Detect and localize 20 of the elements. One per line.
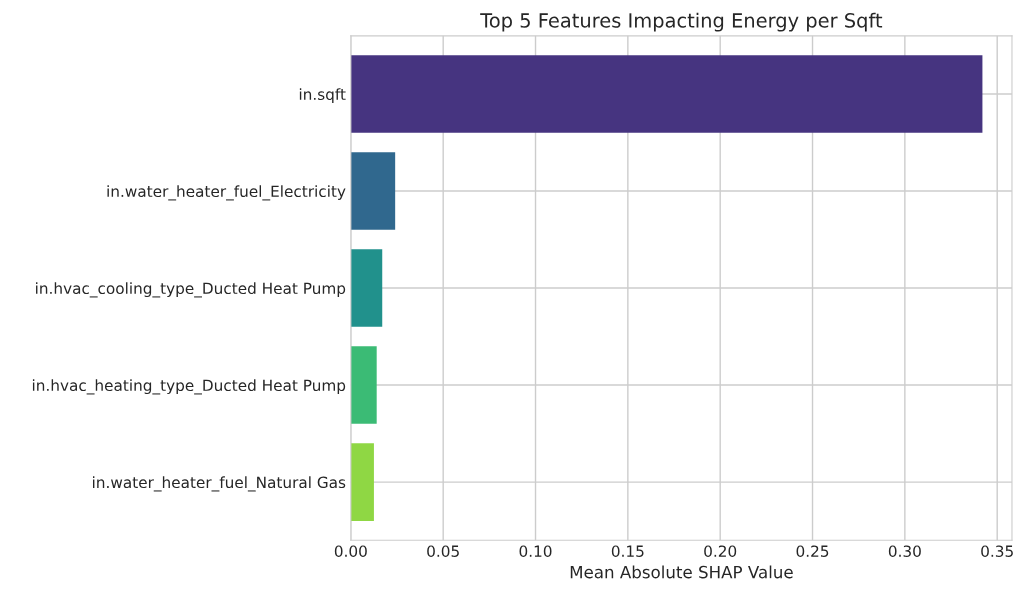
y-tick-label: in.water_heater_fuel_Natural Gas: [93, 476, 346, 492]
x-tick-label: 0.30: [888, 545, 921, 557]
x-tick-label: 0.10: [519, 545, 552, 557]
bar: [350, 346, 377, 424]
bar: [350, 443, 374, 521]
bar: [350, 55, 983, 133]
bar: [350, 249, 383, 327]
y-tick-label: in.water_heater_fuel_Electricity: [107, 185, 346, 201]
x-axis-title: Mean Absolute SHAP Value: [570, 565, 793, 579]
x-tick-label: 0.00: [334, 545, 367, 557]
y-tick-label: in.hvac_cooling_type_Ducted Heat Pump: [36, 282, 346, 298]
x-tick-label: 0.05: [427, 545, 459, 557]
bar: [350, 152, 396, 230]
y-tick-label: in.sqft: [299, 88, 346, 104]
x-tick-label: 0.35: [981, 545, 1013, 557]
y-tick-label: in.hvac_heating_type_Ducted Heat Pump: [32, 379, 346, 395]
x-tick-label: 0.20: [704, 545, 737, 557]
x-tick-label: 0.25: [796, 545, 829, 557]
chart-title: Top 5 Features Impacting Energy per Sqft: [480, 12, 883, 32]
x-tick-label: 0.15: [611, 545, 644, 557]
